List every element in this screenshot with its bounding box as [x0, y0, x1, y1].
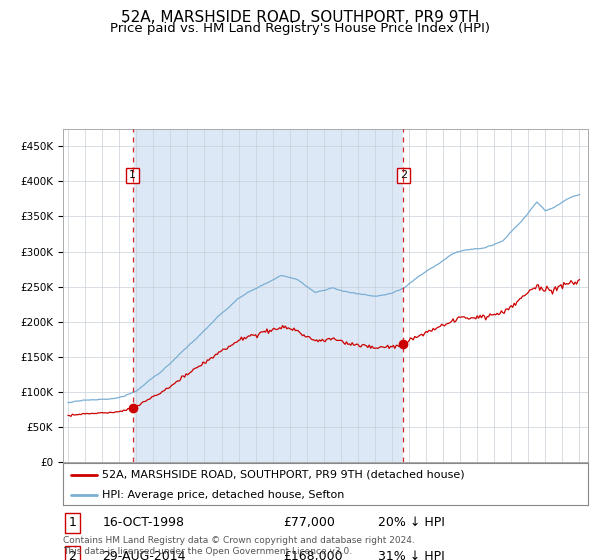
Text: 1: 1 — [68, 516, 76, 529]
Text: 52A, MARSHSIDE ROAD, SOUTHPORT, PR9 9TH (detached house): 52A, MARSHSIDE ROAD, SOUTHPORT, PR9 9TH … — [103, 470, 465, 480]
Bar — [63, 129, 133, 462]
Text: 2: 2 — [68, 550, 76, 560]
Text: 2: 2 — [400, 170, 407, 180]
Text: HPI: Average price, detached house, Sefton: HPI: Average price, detached house, Seft… — [103, 489, 345, 500]
Text: £168,000: £168,000 — [284, 550, 343, 560]
Text: £77,000: £77,000 — [284, 516, 335, 529]
Text: 20% ↓ HPI: 20% ↓ HPI — [378, 516, 445, 529]
Text: 1: 1 — [129, 170, 136, 180]
Text: 52A, MARSHSIDE ROAD, SOUTHPORT, PR9 9TH: 52A, MARSHSIDE ROAD, SOUTHPORT, PR9 9TH — [121, 10, 479, 25]
Text: 31% ↓ HPI: 31% ↓ HPI — [378, 550, 445, 560]
Text: Contains HM Land Registry data © Crown copyright and database right 2024.
This d: Contains HM Land Registry data © Crown c… — [63, 536, 415, 556]
Text: Price paid vs. HM Land Registry's House Price Index (HPI): Price paid vs. HM Land Registry's House … — [110, 22, 490, 35]
Text: 29-AUG-2014: 29-AUG-2014 — [103, 550, 186, 560]
Text: 16-OCT-1998: 16-OCT-1998 — [103, 516, 184, 529]
Bar — [403, 129, 588, 462]
